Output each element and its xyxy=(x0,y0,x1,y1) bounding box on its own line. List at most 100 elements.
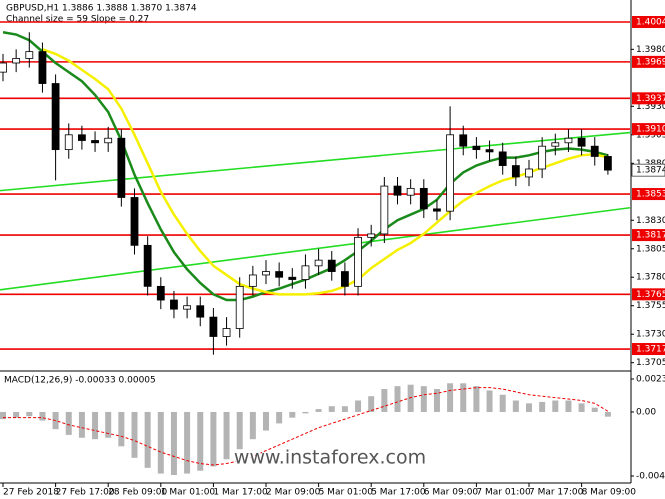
x-tick-label: 1 Mar 17:00 xyxy=(213,488,268,498)
x-tick-label: 8 Mar 09:00 xyxy=(582,488,637,498)
candle-body xyxy=(183,305,192,310)
macd-bar xyxy=(407,384,414,412)
macd-bar xyxy=(433,389,440,412)
signal-line xyxy=(3,387,609,466)
y-tick-label: 1.3930 xyxy=(636,102,665,112)
macd-bar xyxy=(315,409,322,412)
candle-body xyxy=(459,134,468,147)
moving-average xyxy=(42,48,609,296)
macd-bar xyxy=(302,411,309,414)
candle-body xyxy=(25,51,34,59)
chart-title: GBPUSD,H1 1.3886 1.3888 1.3870 1.3874 xyxy=(6,4,197,14)
macd-bar xyxy=(512,400,519,412)
y-tick-label: 1.3705 xyxy=(636,358,665,368)
x-tick-label: 28 Feb 09:00 xyxy=(108,488,167,498)
candle-body xyxy=(485,149,494,153)
y-tick-label: 1.3830 xyxy=(636,216,665,226)
candle-body xyxy=(354,236,362,287)
macd-bar xyxy=(604,411,611,417)
macd-bar xyxy=(552,400,559,412)
level-label-box xyxy=(632,188,665,201)
x-tick-label: 2 Mar 09:00 xyxy=(266,488,321,498)
candle-body xyxy=(301,265,310,280)
x-tick-label: 5 Mar 17:00 xyxy=(371,488,426,498)
macd-bar xyxy=(276,411,283,424)
macd-bar xyxy=(13,411,20,418)
x-tick-label: 5 Mar 01:00 xyxy=(319,488,374,498)
candle-body xyxy=(288,276,297,280)
candle-body xyxy=(314,259,323,267)
x-tick-label: 6 Mar 09:00 xyxy=(424,488,479,498)
chart-subtitle: Channel size = 59 Slope = 0.27 xyxy=(6,15,149,25)
candle-body xyxy=(327,259,336,272)
candle-body xyxy=(12,58,21,64)
macd-bar xyxy=(39,411,46,421)
macd-title: MACD(12,26,9) -0.00033 0.00005 xyxy=(4,376,156,386)
macd-bar xyxy=(328,406,335,412)
level-label-box xyxy=(632,123,665,136)
candle-body xyxy=(590,145,599,157)
channel-line xyxy=(0,131,631,192)
macd-bar xyxy=(236,411,243,450)
y-tick-label: 0.00 xyxy=(636,407,656,417)
level-label-box xyxy=(632,55,665,68)
candle-body xyxy=(577,137,586,147)
macd-bar xyxy=(157,411,164,474)
candle-body xyxy=(143,244,152,287)
candle-body xyxy=(170,299,178,310)
y-tick-label: 1.3780 xyxy=(636,273,665,283)
x-tick-label: 1 Mar 01:00 xyxy=(161,488,216,498)
macd-bar xyxy=(184,411,191,474)
macd-bar xyxy=(447,383,454,412)
y-tick-label: 1.3755 xyxy=(636,301,665,311)
macd-bar xyxy=(26,411,33,417)
level-label: 1.3853 xyxy=(636,190,665,200)
macd-bar xyxy=(0,411,6,420)
macd-bar xyxy=(394,386,401,412)
candle-body xyxy=(156,285,165,301)
watermark-shadow: www.instaforex.com xyxy=(235,448,427,470)
candle-body xyxy=(222,328,231,337)
level-label: 1.3717 xyxy=(636,345,665,355)
macd-bar xyxy=(105,411,112,438)
macd-bar xyxy=(355,400,362,412)
candle-body xyxy=(117,137,126,198)
candle-body xyxy=(446,134,455,212)
candle-body xyxy=(209,316,218,337)
candle-body xyxy=(472,145,481,151)
macd-bar xyxy=(144,411,151,468)
watermark: www.instaforex.com xyxy=(234,447,426,469)
candle-body xyxy=(525,168,533,178)
level-label: 1.3910 xyxy=(636,125,665,135)
macd-bar xyxy=(381,389,388,412)
macd-bar xyxy=(170,411,177,475)
level-label-box xyxy=(632,92,665,105)
x-tick-label: 27 Feb 17:00 xyxy=(56,488,115,498)
candle-body xyxy=(551,142,560,147)
candle-body xyxy=(196,305,205,318)
level-label: 1.3937 xyxy=(636,94,665,104)
candle-body xyxy=(498,151,507,166)
candle-body xyxy=(275,271,284,278)
y-tick-label: 1.3805 xyxy=(636,244,665,254)
macd-bar xyxy=(78,411,85,438)
x-tick-label: 27 Feb 2018 xyxy=(3,488,59,498)
level-label: 1.4004 xyxy=(636,17,665,27)
macd-bar xyxy=(197,411,204,471)
y-tick-label: 0.0023 xyxy=(636,375,665,385)
macd-bar xyxy=(591,407,598,412)
level-label: 1.3765 xyxy=(636,290,665,300)
macd-bar xyxy=(118,411,125,447)
x-tick-label: 7 Mar 01:00 xyxy=(476,488,531,498)
candle-body xyxy=(235,285,244,329)
candle-body xyxy=(262,271,270,276)
macd-bar xyxy=(289,411,296,418)
candle-body xyxy=(340,271,349,287)
candle-body xyxy=(91,140,99,144)
level-label-box xyxy=(632,15,665,28)
macd-bar xyxy=(131,411,138,458)
candle-body xyxy=(538,145,547,170)
candle-body xyxy=(511,165,520,178)
